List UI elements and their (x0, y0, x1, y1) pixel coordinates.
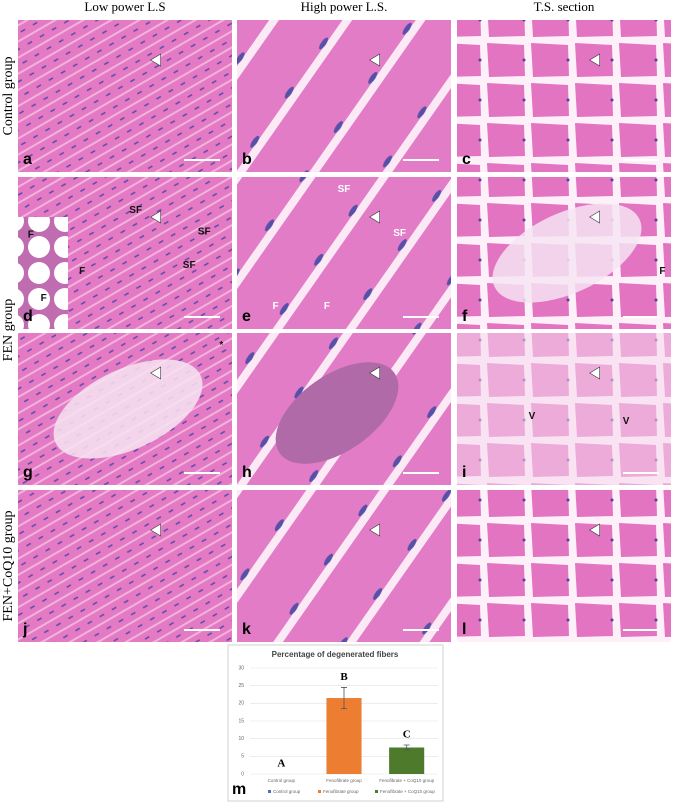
annotation: SF (129, 205, 142, 216)
annotation: F (272, 301, 278, 312)
column-header: High power L.S. (301, 0, 388, 14)
legend-entry: Control group (273, 789, 301, 794)
annotation: SF (393, 228, 406, 239)
panel-letter: j (22, 621, 27, 638)
panel-letter: g (23, 464, 33, 481)
annotation: V (529, 411, 536, 422)
legend-entry: Fenofibrate + CoQ10 group (380, 789, 435, 794)
lesion (275, 362, 399, 464)
error-bar (341, 687, 347, 710)
micrograph (457, 490, 671, 642)
arrowhead (589, 53, 600, 67)
legend-swatch (268, 790, 271, 793)
bar (326, 698, 362, 774)
panel-letter: d (23, 308, 33, 325)
significance-letter: C (403, 729, 411, 741)
bar (389, 747, 425, 774)
x-tick-label: Control group (268, 778, 296, 783)
y-tick-label: 25 (238, 683, 244, 689)
panel-letter: h (242, 464, 252, 481)
micrograph (237, 177, 451, 329)
y-tick-label: 30 (238, 665, 244, 671)
legend-swatch (318, 790, 321, 793)
significance-letter: B (340, 671, 348, 683)
panel-letter: k (242, 621, 251, 638)
annotation: F (28, 229, 34, 240)
row-label: Control group (1, 57, 16, 136)
arrowhead (150, 210, 161, 224)
legend-entry: Fenofibrate group (323, 789, 359, 794)
row-label: FEN+CoQ10 group (1, 511, 16, 622)
annotation: V (623, 416, 630, 427)
column-header: T.S. section (534, 0, 595, 14)
micrograph (237, 20, 451, 172)
row-label: FEN group (1, 299, 16, 362)
y-tick-label: 20 (238, 701, 244, 707)
fat-tissue (18, 217, 68, 329)
panel-letter: e (242, 308, 251, 325)
tint (457, 333, 671, 485)
panel-letter: a (23, 151, 32, 168)
y-tick-label: 0 (241, 771, 244, 777)
micrograph (237, 490, 451, 642)
x-tick-label: Fenofibrate group (326, 778, 362, 783)
annotation: F (324, 301, 330, 312)
arrowhead (150, 366, 161, 380)
arrowhead (589, 366, 600, 380)
y-tick-label: 15 (238, 718, 244, 724)
significance-letter: A (277, 758, 285, 770)
column-header: Low power L.S (84, 0, 165, 14)
y-tick-label: 5 (241, 754, 244, 760)
annotation: SF (183, 260, 196, 271)
arrowhead (369, 366, 380, 380)
legend-swatch (375, 790, 378, 793)
arrowhead (369, 210, 380, 224)
annotation: F (659, 266, 665, 277)
micrograph (18, 20, 232, 172)
annotation: F (41, 293, 47, 304)
panel-letter: f (462, 308, 468, 325)
lesion (492, 203, 642, 303)
y-tick-label: 10 (238, 736, 244, 742)
annotation: SF (198, 226, 211, 237)
arrowhead (369, 523, 380, 537)
panel-letter: b (242, 151, 252, 168)
arrowhead (589, 523, 600, 537)
arrowhead (369, 53, 380, 67)
arrowhead (150, 523, 161, 537)
chart-title: Percentage of degenerated fibers (272, 650, 399, 659)
arrowhead (150, 53, 161, 67)
x-tick-label: Fenofibrate + CoQ10 group (379, 778, 434, 783)
panel-letter: i (462, 464, 466, 481)
annotation: SF (338, 184, 351, 195)
panel-letter: m (232, 781, 246, 798)
micrograph (18, 490, 232, 642)
arrowhead (589, 210, 600, 224)
lesion (53, 359, 203, 459)
error-bar (403, 744, 410, 751)
panel-letter: l (462, 621, 466, 638)
annotation: F (79, 266, 85, 277)
panel-letter: c (462, 151, 471, 168)
annotation: * (219, 340, 223, 351)
micrograph (457, 20, 671, 172)
